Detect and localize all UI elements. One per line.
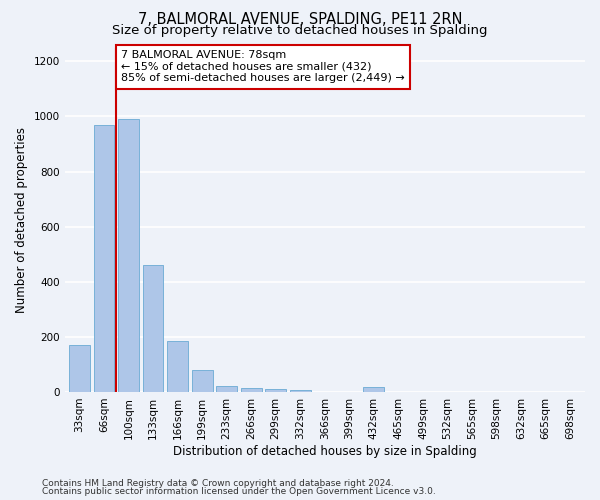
Text: Contains public sector information licensed under the Open Government Licence v3: Contains public sector information licen… (42, 487, 436, 496)
Bar (94, 124, 115, 392)
Bar (364, 387, 385, 392)
Bar (69, 345, 90, 392)
Bar (241, 388, 262, 392)
X-axis label: Distribution of detached houses by size in Spalding: Distribution of detached houses by size … (173, 444, 477, 458)
Y-axis label: Number of detached properties: Number of detached properties (15, 126, 28, 312)
Text: Contains HM Land Registry data © Crown copyright and database right 2024.: Contains HM Land Registry data © Crown c… (42, 478, 394, 488)
Bar (290, 390, 311, 392)
Bar (265, 389, 286, 392)
Text: Size of property relative to detached houses in Spalding: Size of property relative to detached ho… (112, 24, 488, 37)
Bar (167, 341, 188, 392)
Bar (118, 119, 139, 392)
Text: 7, BALMORAL AVENUE, SPALDING, PE11 2RN: 7, BALMORAL AVENUE, SPALDING, PE11 2RN (138, 12, 462, 28)
Bar (216, 386, 237, 392)
Text: 7 BALMORAL AVENUE: 78sqm
← 15% of detached houses are smaller (432)
85% of semi-: 7 BALMORAL AVENUE: 78sqm ← 15% of detach… (121, 50, 405, 84)
Bar (143, 265, 163, 392)
Bar (191, 370, 212, 392)
